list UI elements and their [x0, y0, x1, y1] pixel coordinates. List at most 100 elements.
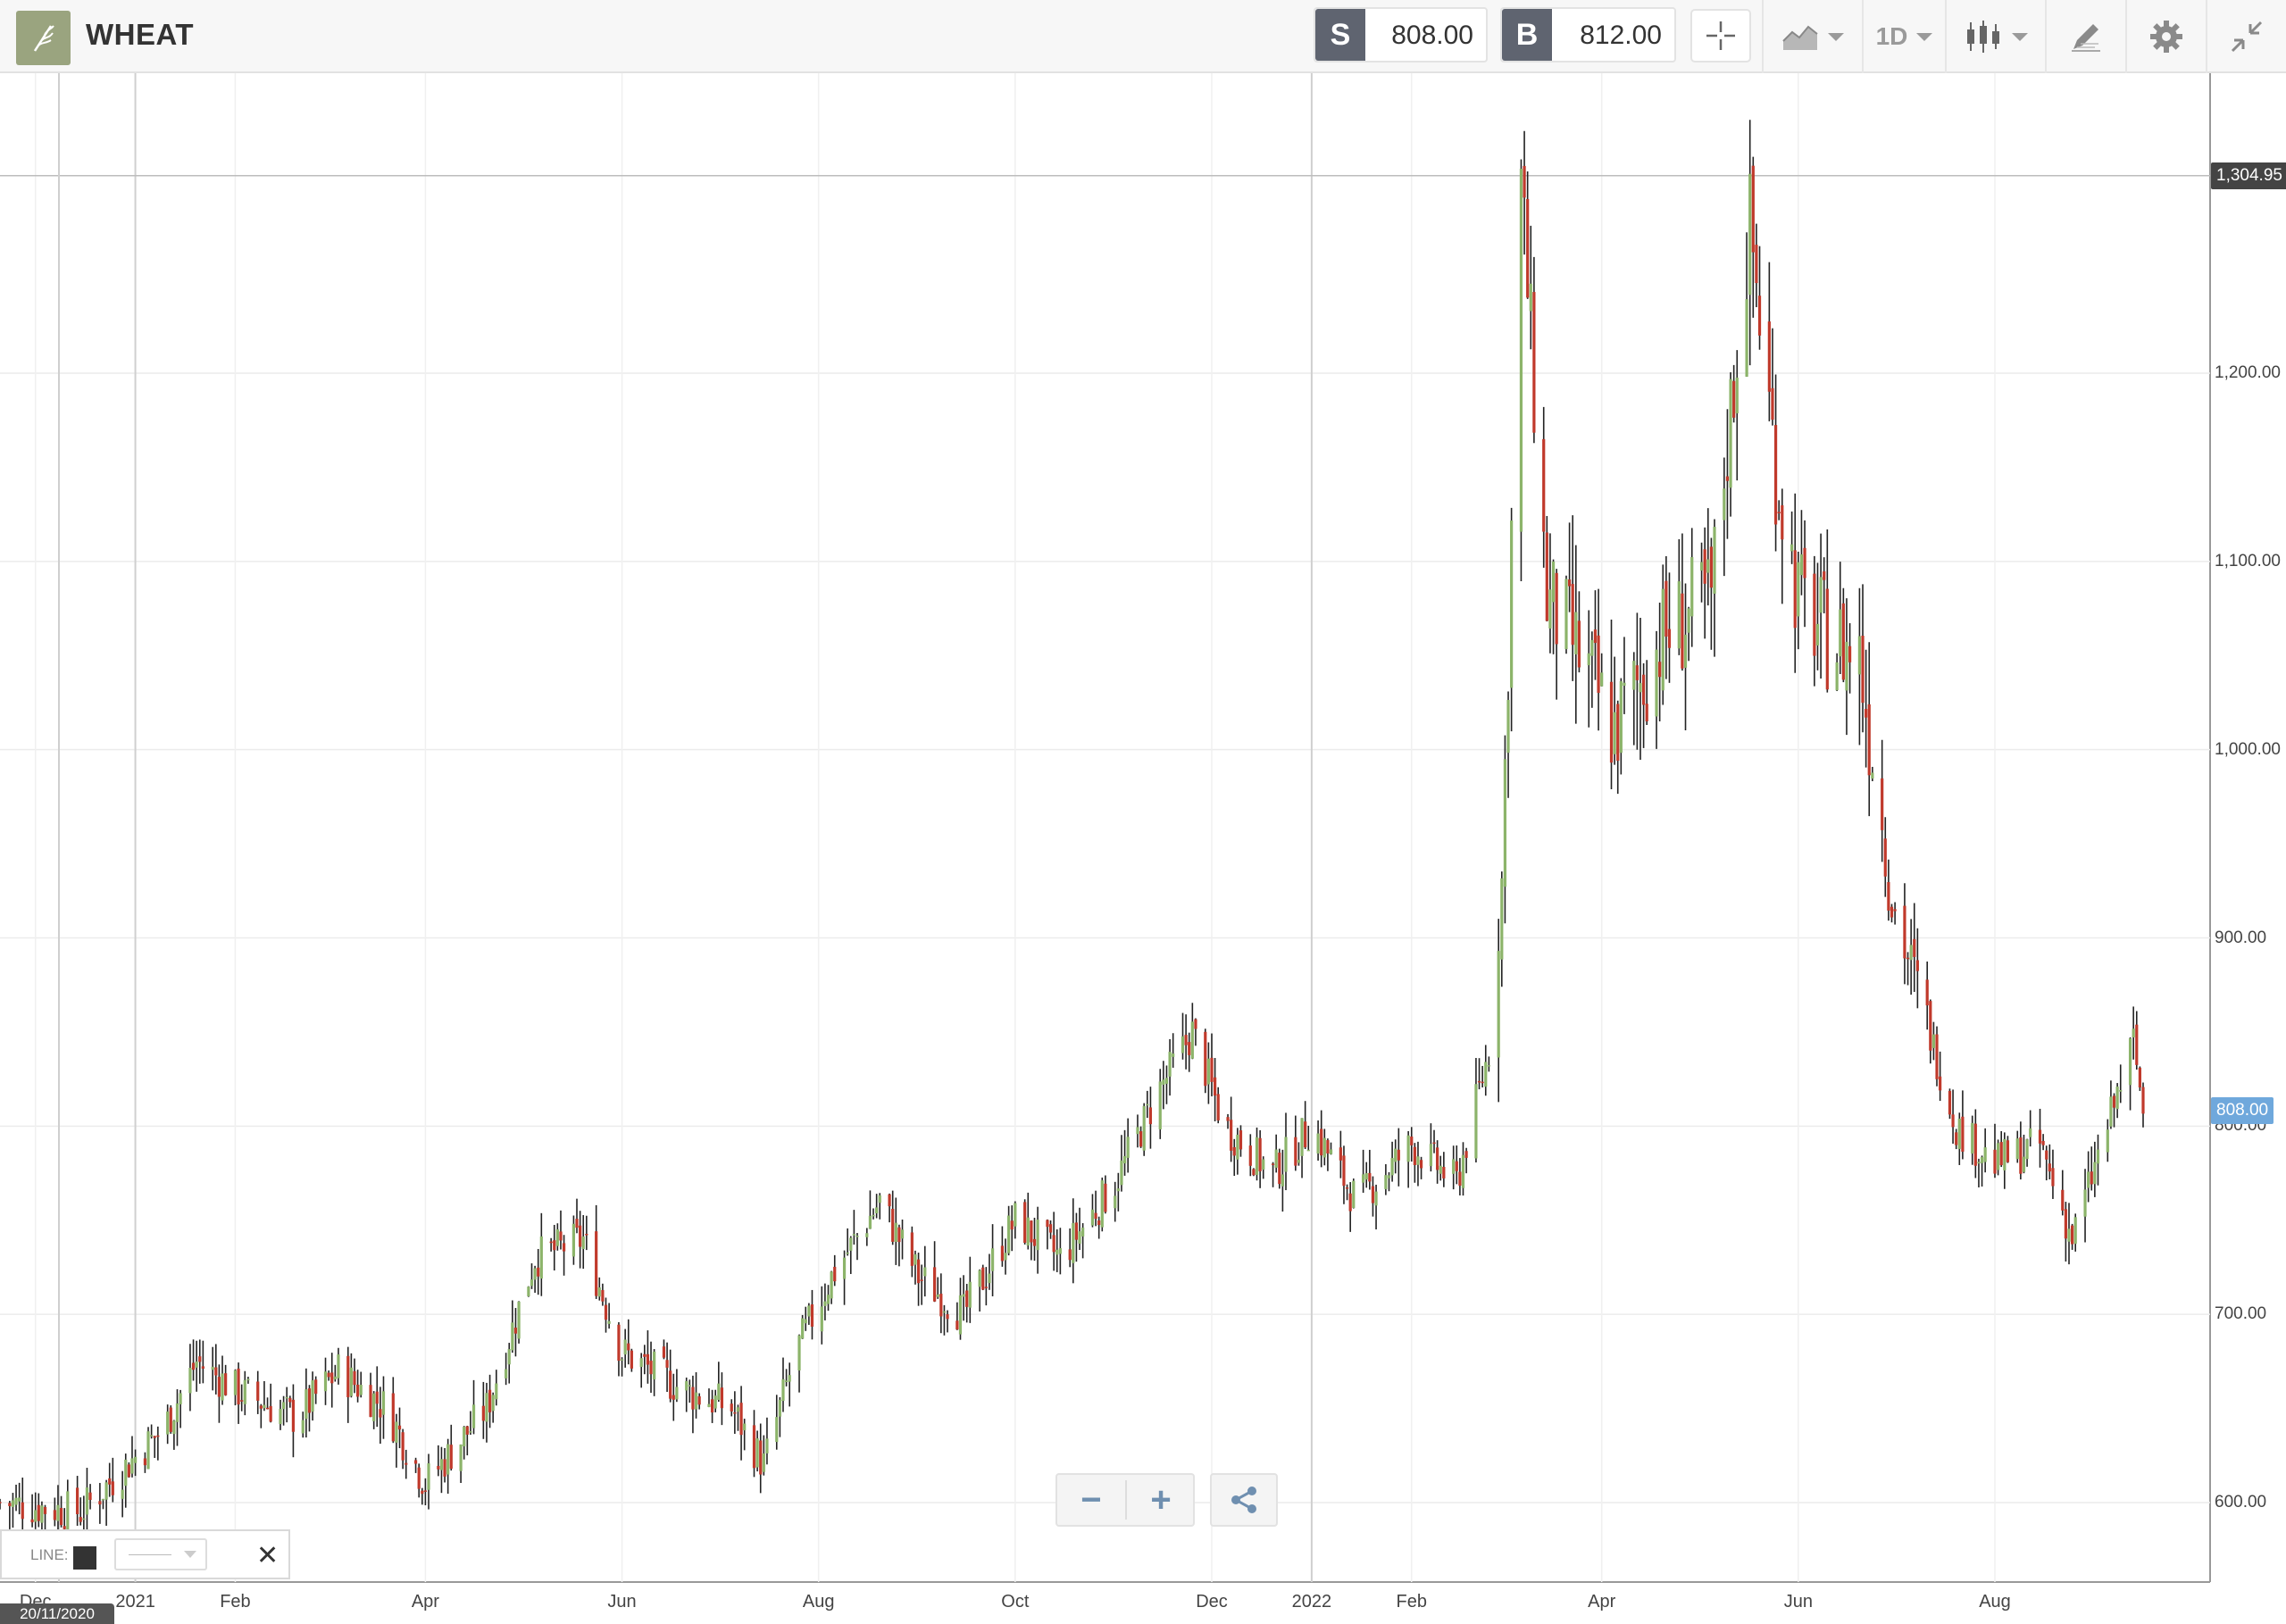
- ohlc-bar-body: [1442, 1166, 1446, 1178]
- ohlc-bar-body: [104, 1482, 108, 1500]
- ohlc-bar-body: [868, 1215, 872, 1229]
- ohlc-bar-body: [984, 1287, 988, 1288]
- crosshair-button[interactable]: [1690, 9, 1751, 62]
- ohlc-bar-body: [1278, 1153, 1281, 1185]
- ohlc-bar-body: [79, 1517, 82, 1522]
- ohlc-bar-body: [263, 1404, 266, 1409]
- ohlc-bar-body: [1284, 1137, 1288, 1172]
- ohlc-bar-body: [627, 1343, 630, 1351]
- ohlc-bar-body: [1803, 547, 1806, 579]
- ohlc-bar-body: [1390, 1158, 1394, 1176]
- ohlc-bar-body: [1210, 1057, 1214, 1082]
- ohlc-bar-body: [1100, 1180, 1104, 1228]
- ohlc-bar-body: [743, 1423, 747, 1431]
- ohlc-bar-body: [872, 1214, 875, 1217]
- ohlc-bar-body: [1230, 1120, 1233, 1151]
- ohlc-bar-body: [1058, 1248, 1062, 1254]
- ohlc-bar-body: [888, 1194, 891, 1207]
- y-tick-label: 600.00: [2215, 1493, 2267, 1512]
- ohlc-bar-body: [933, 1267, 937, 1302]
- ohlc-bar-body: [2132, 1029, 2135, 1037]
- ohlc-bar-body: [1329, 1149, 1333, 1154]
- price-chart[interactable]: [0, 73, 2286, 1624]
- ohlc-bar-body: [1410, 1137, 1414, 1145]
- ohlc-bar-body: [1184, 1035, 1188, 1045]
- ohlc-bar-body: [1452, 1159, 1456, 1174]
- ohlc-bar-body: [1368, 1172, 1372, 1182]
- ohlc-bar-body: [1139, 1131, 1143, 1147]
- ohlc-bar-body: [920, 1279, 923, 1281]
- ohlc-bar-body: [1619, 681, 1623, 754]
- ohlc-bar-body: [1481, 1081, 1484, 1084]
- ohlc-bar-body: [217, 1377, 221, 1397]
- ohlc-bar-body: [2019, 1137, 2023, 1174]
- ohlc-bar-body: [30, 1519, 34, 1523]
- x-tick-label: Apr: [1588, 1592, 1616, 1612]
- ohlc-bar-body: [76, 1487, 79, 1515]
- share-button[interactable]: [1210, 1473, 1278, 1527]
- ohlc-bar-body: [1699, 562, 1704, 571]
- ohlc-bar-body: [830, 1271, 833, 1299]
- buy-button[interactable]: B 812.00: [1500, 7, 1676, 62]
- ohlc-bar-body: [649, 1361, 653, 1375]
- ohlc-bar-body: [852, 1234, 855, 1236]
- ohlc-bar-body: [1777, 512, 1781, 514]
- ohlc-bar-body: [2083, 1189, 2087, 1217]
- close-icon[interactable]: ✕: [256, 1541, 279, 1570]
- ohlc-bar-body: [759, 1440, 763, 1475]
- ohlc-bar-body: [259, 1405, 263, 1409]
- y-tick-label: 700.00: [2215, 1304, 2267, 1324]
- draw-tools-button[interactable]: [2045, 0, 2125, 73]
- x-tick-label: 2022: [1291, 1592, 1332, 1612]
- ohlc-bar-body: [1745, 299, 1748, 377]
- y-tick-label: 1,000.00: [2215, 739, 2281, 759]
- ohlc-bar-body: [1206, 1058, 1210, 1085]
- ohlc-bar-body: [1931, 1034, 1936, 1048]
- ohlc-bar-body: [797, 1335, 801, 1371]
- ohlc-bar-body: [597, 1287, 601, 1297]
- ohlc-bar-body: [337, 1354, 340, 1378]
- ohlc-bar-body: [878, 1195, 881, 1203]
- ohlc-bar-body: [1793, 550, 1797, 629]
- ohlc-bar-body: [405, 1462, 408, 1465]
- ohlc-bar-body: [1364, 1173, 1368, 1180]
- ohlc-bar-body: [849, 1237, 853, 1251]
- ohlc-bar-body: [1664, 580, 1668, 637]
- ohlc-bar-body: [1030, 1220, 1033, 1243]
- ohlc-bar-body: [801, 1318, 805, 1339]
- line-color-swatch[interactable]: [73, 1546, 96, 1570]
- ohlc-bar-body: [2003, 1138, 2007, 1170]
- ohlc-bar-body: [211, 1366, 214, 1370]
- ohlc-bar-body: [443, 1459, 446, 1477]
- ohlc-bar-body: [1374, 1191, 1378, 1206]
- ohlc-bar-body: [1362, 1174, 1365, 1183]
- ohlc-bar-body: [1587, 653, 1590, 666]
- ohlc-bar-body: [1306, 1149, 1310, 1152]
- ohlc-bar-body: [2128, 1037, 2132, 1086]
- ohlc-bar-body: [1993, 1149, 1997, 1174]
- ohlc-bar-body: [1439, 1165, 1442, 1174]
- ohlc-bar-body: [1751, 165, 1755, 253]
- collapse-button[interactable]: [2206, 0, 2286, 73]
- ohlc-bar-body: [1487, 1065, 1490, 1067]
- ohlc-bar-body: [166, 1412, 170, 1435]
- ohlc-bar-body: [471, 1404, 476, 1428]
- ohlc-bar-body: [1755, 245, 1758, 284]
- zoom-out-button[interactable]: −: [1080, 1479, 1102, 1520]
- zoom-in-button[interactable]: +: [1150, 1479, 1172, 1520]
- timeframe-selector[interactable]: 1D: [1862, 0, 1945, 73]
- candle-style-button[interactable]: [1945, 0, 2045, 73]
- crosshair-price-tag: 1,304.95: [2211, 162, 2286, 189]
- chart-type-button[interactable]: [1762, 0, 1862, 73]
- ohlc-bar-body: [2022, 1156, 2026, 1172]
- settings-button[interactable]: [2125, 0, 2206, 73]
- ohlc-bar-body: [1925, 979, 1929, 1006]
- sell-button[interactable]: S 808.00: [1314, 7, 1488, 62]
- ohlc-bar-body: [585, 1234, 588, 1236]
- ohlc-bar-body: [1352, 1180, 1356, 1208]
- ohlc-bar-body: [1706, 559, 1710, 573]
- ohlc-bar-body: [11, 1500, 15, 1507]
- current-price-tag: 808.00: [2211, 1097, 2274, 1125]
- line-style-select[interactable]: [114, 1538, 207, 1570]
- sell-price: 808.00: [1391, 21, 1473, 50]
